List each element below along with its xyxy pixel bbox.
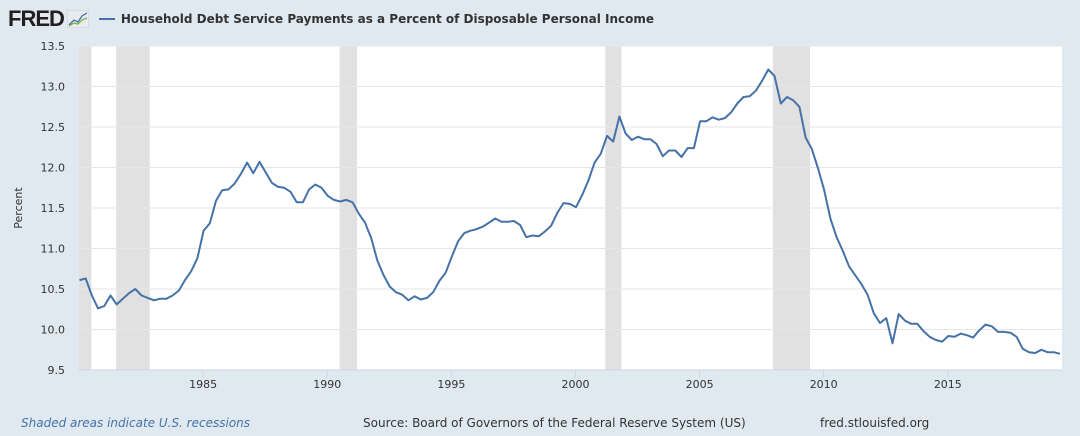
y-tick-label: 9.5 bbox=[48, 364, 66, 377]
y-tick-label: 10.0 bbox=[41, 324, 66, 337]
recession-note: Shaded areas indicate U.S. recessions bbox=[21, 416, 251, 430]
series-title: Household Debt Service Payments as a Per… bbox=[120, 12, 654, 26]
y-axis-label: Percent bbox=[12, 187, 25, 229]
x-tick-label: 2005 bbox=[686, 378, 714, 391]
x-tick-label: 1985 bbox=[189, 378, 217, 391]
y-tick-label: 13.5 bbox=[41, 40, 66, 53]
y-tick-label: 11.0 bbox=[41, 243, 66, 256]
y-tick-label: 10.5 bbox=[41, 283, 66, 296]
site-link[interactable]: fred.stlouisfed.org bbox=[820, 416, 930, 430]
source-text: Source: Board of Governors of the Federa… bbox=[363, 416, 746, 430]
y-tick-label: 13.0 bbox=[41, 81, 66, 94]
x-tick-label: 1990 bbox=[313, 378, 341, 391]
x-tick-label: 1995 bbox=[437, 378, 465, 391]
chart-header: FRED Household Debt Service Payments as … bbox=[8, 6, 654, 32]
y-tick-label: 12.0 bbox=[41, 162, 66, 175]
x-tick-label: 2015 bbox=[934, 378, 962, 391]
x-tick-label: 2010 bbox=[810, 378, 838, 391]
fred-graph-icon bbox=[66, 10, 89, 28]
y-tick-label: 11.5 bbox=[41, 202, 66, 215]
series-line bbox=[79, 68, 1061, 355]
y-tick-label: 12.5 bbox=[41, 121, 66, 134]
legend-line-swatch bbox=[98, 18, 115, 20]
x-tick-label: 2000 bbox=[561, 378, 589, 391]
fred-logo[interactable]: FRED bbox=[8, 6, 65, 31]
